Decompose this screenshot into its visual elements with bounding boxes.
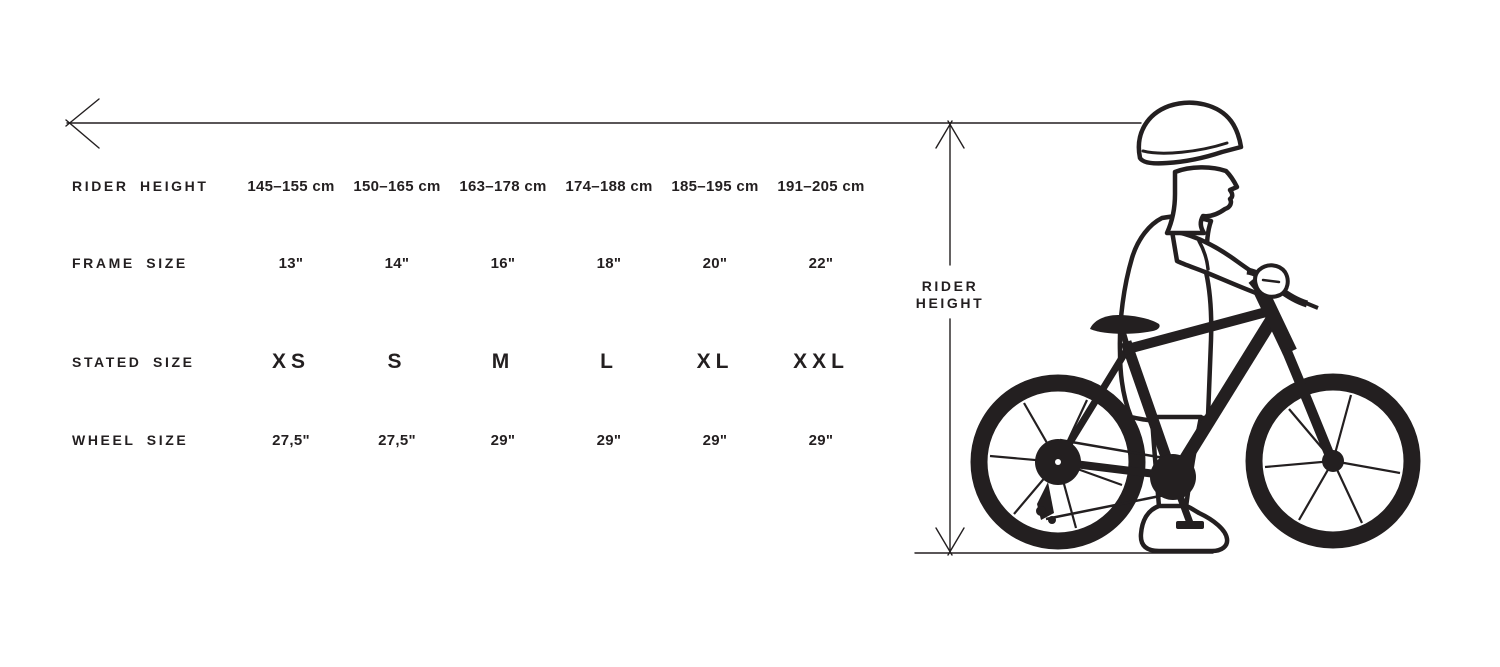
table-cell: 13": [278, 254, 304, 272]
table-cell: 191–205 cm: [777, 177, 865, 195]
row-stated-size: STATED SIZE XS S M L XL XXL: [72, 342, 874, 382]
table-cell: 150–165 cm: [353, 177, 441, 195]
pedal: [1176, 521, 1204, 529]
rear-wheel: [970, 374, 1146, 550]
table-cell: XS: [271, 350, 310, 373]
table-cell: 174–188 cm: [565, 177, 653, 195]
shoe: [1138, 503, 1230, 554]
table-cell: 27,5": [272, 431, 310, 449]
table-cell: 145–155 cm: [247, 177, 335, 195]
table-cell: 27,5": [378, 431, 416, 449]
row-label-wheel-size: WHEEL SIZE: [72, 432, 189, 448]
table-cell: 14": [384, 254, 410, 272]
table-cell: 18": [596, 254, 622, 272]
saddle: [1090, 315, 1160, 334]
rider-height-arrow: [935, 120, 965, 556]
bicycle: [970, 267, 1421, 550]
front-wheel: [1245, 373, 1421, 549]
table-cell: XL: [696, 350, 734, 373]
handlebar: [1246, 267, 1309, 308]
rider-height-measure-label: RIDER HEIGHT: [890, 278, 1010, 312]
table-cell: 29": [490, 431, 516, 449]
rider-figure: [1117, 100, 1264, 554]
table-cell: S: [387, 350, 407, 373]
rider-with-bike-illustration: [970, 100, 1421, 554]
measure-label-line2: HEIGHT: [915, 295, 985, 311]
table-cell: 29": [808, 431, 834, 449]
row-frame-size: FRAME SIZE 13" 14" 16" 18" 20" 22": [72, 243, 874, 283]
table-cell: 29": [702, 431, 728, 449]
front-hub: [1322, 450, 1344, 472]
table-cell: 29": [596, 431, 622, 449]
table-cell: M: [491, 350, 515, 373]
rider-hand: [1252, 263, 1290, 299]
table-cell: 16": [490, 254, 516, 272]
table-cell: L: [600, 350, 618, 373]
row-rider-height: RIDER HEIGHT 145–155 cm 150–165 cm 163–1…: [72, 166, 874, 206]
front-fork: [1281, 347, 1335, 458]
table-cell: 22": [808, 254, 834, 272]
top-width-arrow: [65, 98, 1142, 149]
row-label-rider-height: RIDER HEIGHT: [72, 178, 209, 194]
table-cell: 185–195 cm: [671, 177, 759, 195]
rear-cassette: [1035, 439, 1081, 485]
row-label-stated-size: STATED SIZE: [72, 354, 195, 370]
rear-derailleur: [1037, 482, 1054, 520]
row-label-frame-size: FRAME SIZE: [72, 255, 188, 271]
chainring: [1150, 454, 1196, 500]
measure-label-line1: RIDER: [921, 278, 979, 294]
table-cell: 163–178 cm: [459, 177, 547, 195]
table-cell: XXL: [793, 350, 849, 373]
table-cell: 20": [702, 254, 728, 272]
row-wheel-size: WHEEL SIZE 27,5" 27,5" 29" 29" 29" 29": [72, 420, 874, 460]
helmet: [1136, 100, 1244, 166]
